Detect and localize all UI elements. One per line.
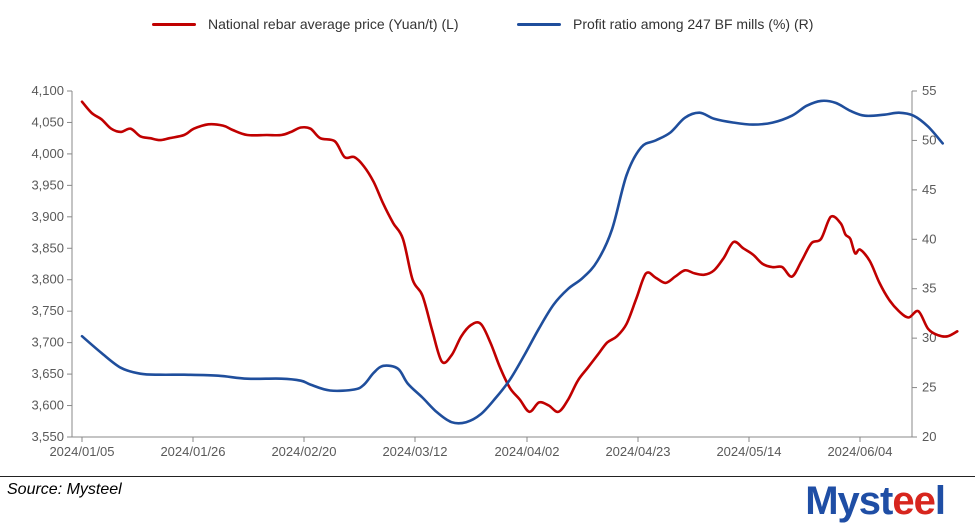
source-note: Source: Mysteel — [7, 481, 122, 498]
y-left-tick-label: 3,550 — [31, 429, 64, 444]
y-right-tick-label: 40 — [922, 231, 936, 246]
y-left-tick-label: 3,850 — [31, 240, 64, 255]
legend-item-rebar-price: National rebar average price (Yuan/t) (L… — [152, 12, 459, 36]
x-tick-label: 2024/01/26 — [160, 444, 225, 459]
y-right-tick-label: 25 — [922, 380, 936, 395]
y-left-tick-label: 3,600 — [31, 398, 64, 413]
legend-label-rebar-price: National rebar average price (Yuan/t) (L… — [208, 16, 459, 32]
x-tick-label: 2024/03/12 — [382, 444, 447, 459]
line-chart: 3,550 3,600 3,650 3,700 3,750 3,800 3,850 3,900… — [31, 83, 959, 459]
y-right-tick-label: 45 — [922, 182, 936, 197]
x-tick-label: 2024/06/04 — [827, 444, 892, 459]
y-right-tick-label: 35 — [922, 281, 936, 296]
x-tick-label: 2024/04/23 — [605, 444, 670, 459]
legend-label-profit-ratio: Profit ratio among 247 BF mills (%) (R) — [573, 16, 814, 32]
y-right-tick-label: 50 — [922, 132, 936, 147]
series-line-rebar-price — [80, 100, 959, 414]
legend-swatch-rebar-price — [152, 22, 196, 26]
y-right-tick-label: 20 — [922, 429, 936, 444]
y-left-tick-label: 4,050 — [31, 114, 64, 129]
series-line-profit-ratio — [80, 99, 944, 425]
y-left-tick-label: 3,700 — [31, 335, 64, 350]
y-left-tick-label: 3,650 — [31, 366, 64, 381]
x-tick-label: 2024/04/02 — [494, 444, 559, 459]
x-tick-label: 2024/05/14 — [716, 444, 781, 459]
mysteel-logo: Mysteel — [805, 479, 946, 523]
x-tick-label: 2024/02/20 — [271, 444, 336, 459]
axes: 3,550 3,600 3,650 3,700 3,750 3,800 3,850 3,900… — [31, 83, 936, 459]
series-lines — [80, 99, 959, 425]
legend-swatch-profit-ratio — [517, 22, 561, 26]
y-left-tick-label: 3,750 — [31, 303, 64, 318]
legend: National rebar average price (Yuan/t) (L… — [0, 12, 975, 36]
y-left-tick-label: 4,100 — [31, 83, 64, 98]
y-right-tick-label: 55 — [922, 83, 936, 98]
y-left-tick-label: 3,950 — [31, 177, 64, 192]
y-left-tick-label: 3,900 — [31, 209, 64, 224]
x-tick-label: 2024/01/05 — [49, 444, 114, 459]
y-left-tick-label: 3,800 — [31, 272, 64, 287]
legend-item-profit-ratio: Profit ratio among 247 BF mills (%) (R) — [517, 12, 813, 36]
y-left-tick-label: 4,000 — [31, 146, 64, 161]
footer-divider — [0, 476, 975, 477]
